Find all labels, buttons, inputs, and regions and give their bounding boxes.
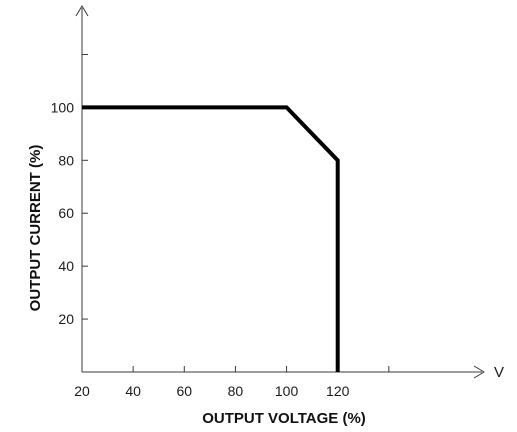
x-axis-arrow-icon [473, 365, 485, 379]
x-axis-title: OUTPUT VOLTAGE (%) [202, 410, 366, 427]
x-tick-label: 60 [176, 383, 192, 399]
y-ticks: 20 40 60 80 100 [51, 53, 88, 327]
x-axis-unit-label: V [494, 364, 504, 381]
y-tick-label: 60 [58, 205, 74, 221]
x-tick-label: 40 [125, 383, 141, 399]
y-axis-arrow-icon [75, 5, 89, 17]
series-line [82, 105, 340, 372]
y-tick-label: 20 [58, 311, 74, 327]
y-tick-label: 100 [51, 99, 75, 115]
x-tick-label: 80 [228, 383, 244, 399]
y-axis-title: OUTPUT CURRENT (%) [27, 145, 44, 312]
x-tick-label: 100 [275, 383, 299, 399]
x-ticks: 20 40 60 80 100 120 [74, 366, 390, 399]
y-tick-label: 40 [58, 258, 74, 274]
x-tick-label: 20 [74, 383, 90, 399]
series-layer [82, 105, 340, 372]
x-axis: 20 40 60 80 100 120 V [74, 364, 504, 399]
y-tick-label: 80 [58, 152, 74, 168]
y-axis: 20 40 60 80 100 [51, 5, 89, 372]
x-tick-label: 120 [326, 383, 350, 399]
